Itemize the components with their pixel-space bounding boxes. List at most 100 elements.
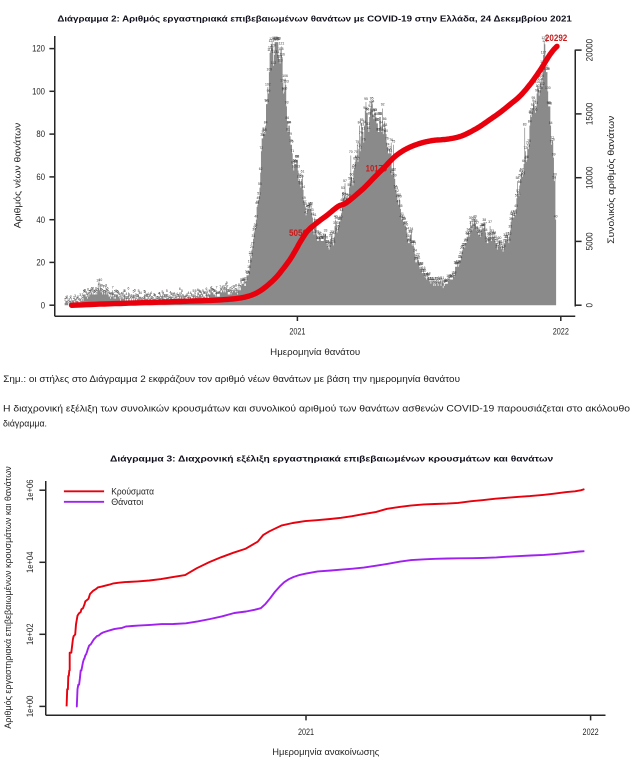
svg-text:43: 43 [305, 208, 309, 212]
svg-text:18: 18 [419, 262, 423, 266]
svg-text:2: 2 [167, 296, 169, 300]
svg-text:6: 6 [224, 287, 226, 291]
svg-text:75: 75 [289, 139, 293, 143]
svg-text:30: 30 [321, 236, 325, 240]
svg-text:5: 5 [143, 290, 145, 294]
svg-text:4: 4 [180, 291, 182, 295]
svg-text:19: 19 [457, 260, 461, 264]
svg-text:6: 6 [91, 287, 93, 291]
svg-text:2: 2 [120, 296, 122, 300]
svg-text:7: 7 [239, 285, 241, 289]
svg-text:40: 40 [36, 215, 45, 225]
svg-text:68: 68 [295, 155, 299, 159]
svg-text:31: 31 [506, 234, 510, 238]
svg-text:83: 83 [384, 123, 388, 127]
svg-text:33: 33 [315, 229, 319, 233]
svg-text:2: 2 [133, 295, 135, 299]
svg-text:116: 116 [279, 53, 285, 57]
svg-text:6: 6 [100, 287, 102, 291]
svg-text:7: 7 [237, 285, 239, 289]
svg-text:3: 3 [149, 293, 151, 297]
svg-text:42: 42 [513, 210, 517, 214]
svg-text:81: 81 [380, 126, 384, 130]
svg-text:93: 93 [547, 101, 551, 105]
svg-text:3: 3 [119, 294, 121, 298]
svg-text:2: 2 [66, 295, 68, 299]
svg-text:41: 41 [311, 212, 315, 216]
svg-text:81: 81 [262, 127, 266, 131]
svg-text:43: 43 [310, 208, 314, 212]
svg-text:3: 3 [185, 294, 187, 298]
svg-text:70: 70 [354, 150, 358, 154]
svg-text:διάγραμμα.: διάγραμμα. [3, 419, 47, 429]
svg-text:14: 14 [453, 270, 457, 274]
svg-text:106: 106 [538, 74, 544, 78]
svg-text:28: 28 [410, 240, 414, 244]
svg-text:4: 4 [140, 291, 142, 295]
svg-text:8: 8 [235, 283, 237, 287]
svg-text:33: 33 [409, 230, 413, 234]
svg-text:5: 5 [237, 290, 239, 294]
svg-text:31: 31 [323, 233, 327, 237]
svg-text:3: 3 [137, 294, 139, 298]
svg-text:4: 4 [120, 291, 122, 295]
svg-text:2: 2 [126, 296, 128, 300]
svg-text:31: 31 [322, 233, 326, 237]
svg-text:28: 28 [498, 240, 502, 244]
svg-text:5: 5 [144, 290, 146, 294]
svg-text:29: 29 [495, 237, 499, 241]
svg-text:41: 41 [510, 212, 514, 216]
svg-text:85: 85 [360, 118, 364, 122]
svg-text:2: 2 [196, 296, 198, 300]
svg-text:17: 17 [418, 263, 422, 267]
svg-text:1: 1 [142, 297, 144, 301]
svg-text:31: 31 [319, 234, 323, 238]
svg-text:73: 73 [357, 143, 361, 147]
svg-text:7: 7 [112, 285, 114, 289]
svg-text:32: 32 [487, 232, 491, 236]
svg-text:3: 3 [191, 293, 193, 297]
svg-text:11: 11 [437, 277, 441, 281]
svg-text:63: 63 [292, 165, 296, 169]
svg-text:102: 102 [539, 82, 545, 86]
svg-text:4: 4 [187, 291, 189, 295]
svg-text:45: 45 [307, 204, 311, 208]
svg-text:36: 36 [405, 222, 409, 226]
svg-text:110: 110 [543, 65, 549, 69]
svg-text:4: 4 [159, 292, 161, 296]
svg-text:10: 10 [241, 278, 245, 282]
svg-text:5: 5 [104, 290, 106, 294]
svg-text:4: 4 [218, 291, 220, 295]
svg-text:32: 32 [317, 231, 321, 235]
svg-text:21: 21 [415, 254, 419, 258]
svg-text:2: 2 [82, 295, 84, 299]
svg-text:84: 84 [549, 121, 553, 125]
svg-text:3: 3 [153, 293, 155, 297]
svg-text:1e+04: 1e+04 [25, 552, 35, 574]
svg-text:6: 6 [107, 287, 109, 291]
svg-text:13: 13 [423, 272, 427, 276]
svg-text:61: 61 [301, 170, 305, 174]
svg-text:99: 99 [267, 89, 271, 93]
svg-text:Αριθμός νέων θανάτων: Αριθμός νέων θανάτων [13, 122, 23, 228]
svg-text:61: 61 [521, 170, 525, 174]
svg-text:24: 24 [413, 248, 417, 252]
svg-text:47: 47 [397, 200, 401, 204]
svg-text:83: 83 [523, 122, 527, 126]
svg-text:5: 5 [209, 290, 211, 294]
svg-text:80: 80 [262, 130, 266, 134]
svg-text:5: 5 [181, 289, 183, 293]
svg-text:5: 5 [213, 289, 215, 293]
svg-text:2: 2 [151, 295, 153, 299]
svg-text:82: 82 [382, 124, 386, 128]
svg-text:7: 7 [232, 285, 234, 289]
svg-text:23: 23 [249, 251, 253, 255]
svg-text:2: 2 [76, 296, 78, 300]
svg-text:32: 32 [467, 231, 471, 235]
svg-text:4: 4 [173, 291, 175, 295]
svg-text:39: 39 [402, 217, 406, 221]
svg-text:5: 5 [166, 289, 168, 293]
svg-text:3: 3 [136, 294, 138, 298]
svg-text:102: 102 [265, 82, 271, 86]
svg-text:75: 75 [290, 140, 294, 144]
